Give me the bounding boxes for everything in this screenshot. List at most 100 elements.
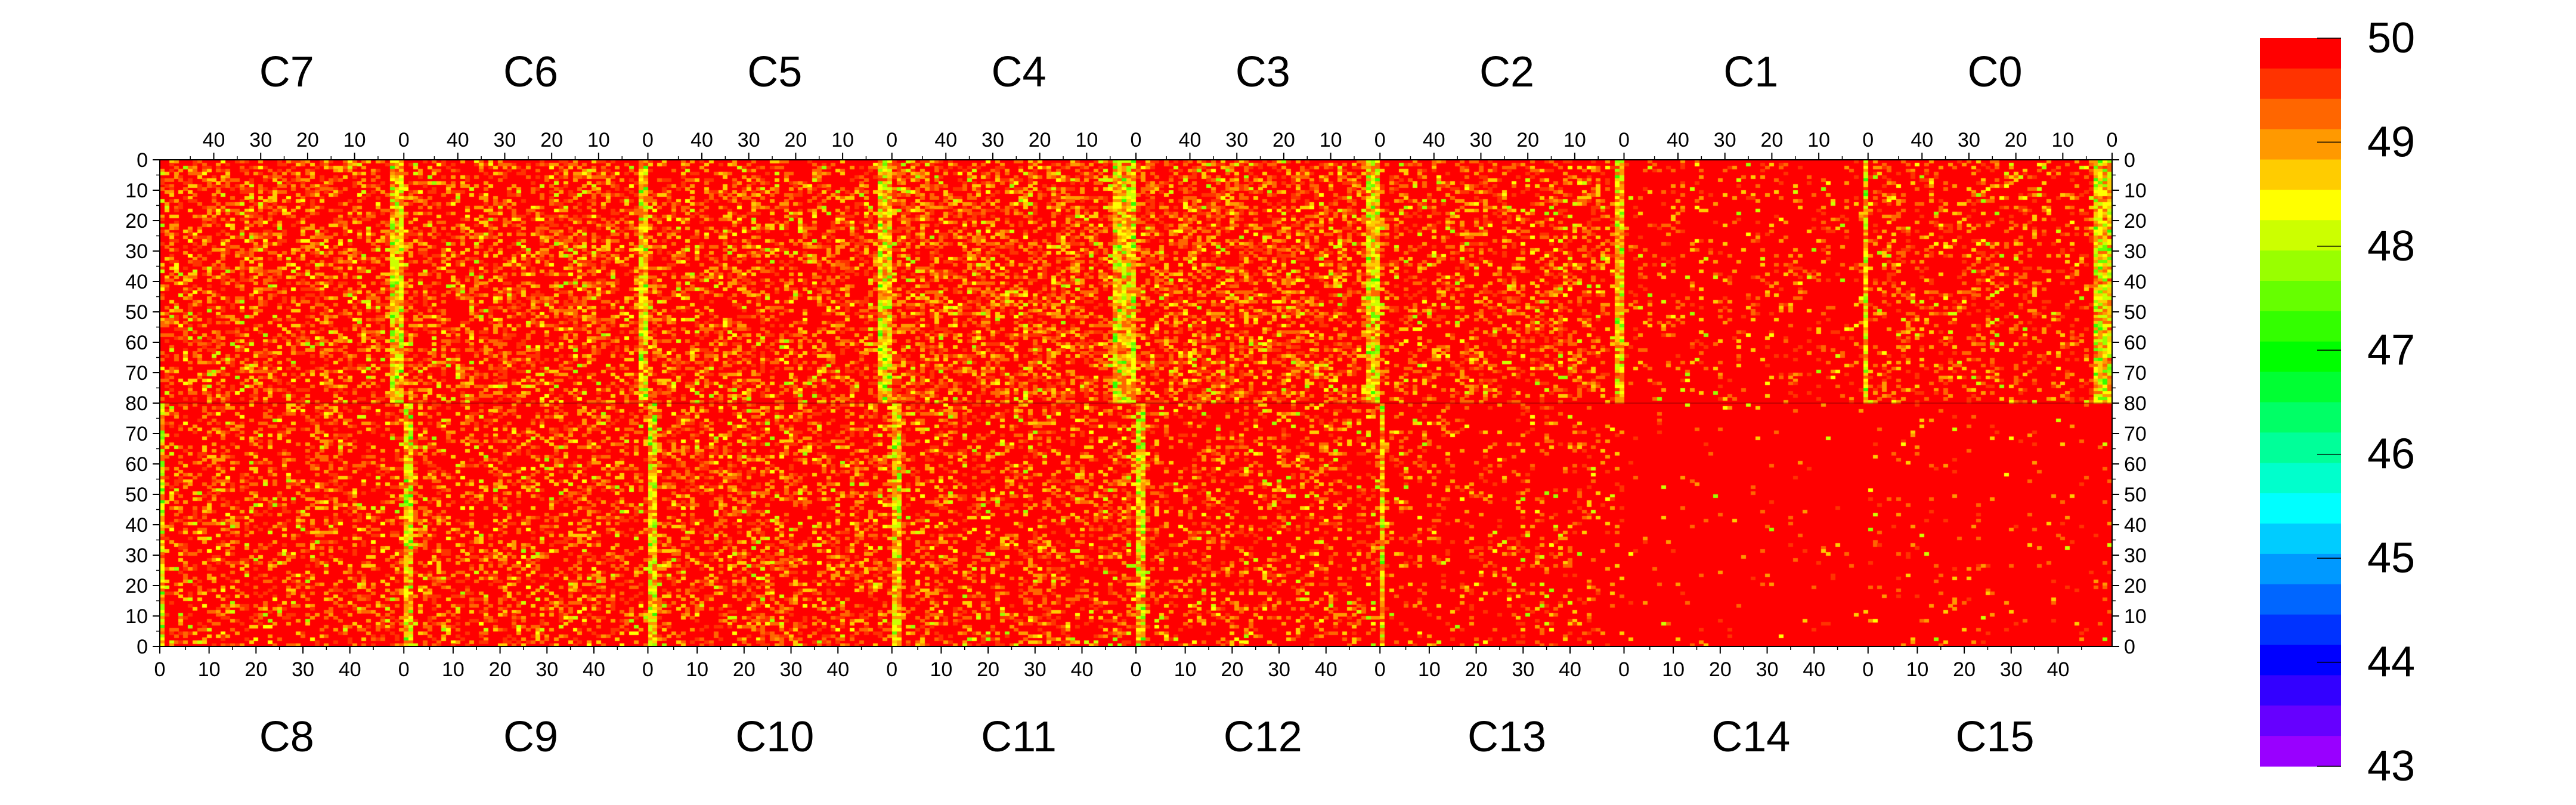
bottom-x-tick-label: 40 [1559, 658, 1581, 681]
left-y-tick-label: 30 [125, 240, 148, 263]
bottom-x-tick-label: 0 [1374, 658, 1386, 681]
left-y-tick-label: 40 [125, 271, 148, 293]
top-x-tick-label: 0 [2107, 129, 2118, 151]
top-x-tick-label: 20 [1760, 129, 1783, 151]
top-x-tick-label: 40 [934, 129, 957, 151]
top-x-tick-label: 10 [1320, 129, 1342, 151]
bottom-x-tick-label: 10 [1662, 658, 1685, 681]
left-y-tick-label: 10 [125, 179, 148, 202]
colorbar-segment [2260, 493, 2341, 524]
top-x-tick-label: 0 [1862, 129, 1874, 151]
right-y-tick-label: 0 [2124, 149, 2135, 172]
axis-ticks: 40 30 20 10 0 40 30 20 10 0 40 30 20 10 0 40 30 20 10 0 40 30… [125, 129, 2147, 681]
right-y-tick-label: 30 [2124, 240, 2147, 263]
right-y-tick-label: 70 [2124, 362, 2147, 385]
bottom-x-tick-label: 20 [977, 658, 999, 681]
bottom-x-tick-label: 10 [1418, 658, 1441, 681]
bottom-x-tick-label: 30 [1024, 658, 1046, 681]
bottom-x-tick-label: 20 [733, 658, 756, 681]
colorbar-segment [2260, 159, 2341, 190]
chip-label-top: C7 [259, 48, 314, 96]
right-y-tick-label: 50 [2124, 484, 2147, 506]
right-y-tick-label: 10 [2124, 605, 2147, 628]
top-x-tick-label: 40 [1423, 129, 1445, 151]
top-x-tick-label: 20 [1516, 129, 1539, 151]
colorbar-tick-label: 46 [2367, 431, 2415, 478]
chip-label-top: C4 [992, 48, 1046, 96]
right-y-tick-label: 70 [2124, 423, 2147, 445]
top-x-tick-label: 40 [1667, 129, 1689, 151]
bottom-x-tick-label: 30 [292, 658, 314, 681]
bottom-x-tick-label: 20 [489, 658, 512, 681]
top-x-tick-label: 30 [1714, 129, 1736, 151]
chip-label-bottom: C8 [259, 713, 314, 761]
right-y-tick-label: 40 [2124, 514, 2147, 537]
bottom-x-tick-label: 20 [1221, 658, 1243, 681]
colorbar-segment [2260, 402, 2341, 433]
bottom-x-tick-label: 20 [1953, 658, 1976, 681]
colorbar-segment [2260, 281, 2341, 312]
colorbar-segment [2260, 432, 2341, 463]
colorbar-tick-label: 44 [2367, 639, 2415, 686]
top-x-tick-label: 0 [1374, 129, 1386, 151]
chip-label-top: C5 [747, 48, 802, 96]
colorbar-segment [2260, 250, 2341, 281]
colorbar-segment [2260, 463, 2341, 494]
top-x-tick-label: 0 [1618, 129, 1630, 151]
top-x-tick-label: 20 [784, 129, 807, 151]
colorbar-segment [2260, 371, 2341, 403]
top-x-tick-label: 20 [1272, 129, 1295, 151]
colorbar-segment [2260, 68, 2341, 100]
chip-label-top: C0 [1968, 48, 2023, 96]
right-y-tick-label: 10 [2124, 179, 2147, 202]
top-x-tick-label: 10 [1075, 129, 1098, 151]
bottom-x-tick-label: 10 [930, 658, 952, 681]
top-x-tick-label: 30 [249, 129, 272, 151]
top-x-tick-label: 10 [587, 129, 610, 151]
chip-label-bottom: C9 [503, 713, 558, 761]
left-y-tick-label: 70 [125, 362, 148, 385]
top-x-tick-label: 0 [642, 129, 654, 151]
left-y-tick-label: 30 [125, 544, 148, 567]
chip-label-top: C3 [1236, 48, 1290, 96]
left-y-tick-label: 60 [125, 332, 148, 354]
right-y-tick-label: 60 [2124, 453, 2147, 476]
bottom-x-tick-label: 0 [1618, 658, 1630, 681]
bottom-x-tick-label: 10 [442, 658, 465, 681]
colorbar-tick-label: 49 [2367, 118, 2415, 166]
colorbar: 50 49 48 47 46 45 44 43 [2260, 14, 2415, 790]
colorbar-segment [2260, 98, 2341, 130]
left-y-tick-label: 70 [125, 423, 148, 445]
colorbar-tick-label: 47 [2367, 326, 2415, 374]
right-y-tick-label: 20 [2124, 575, 2147, 597]
bottom-x-tick-label: 10 [1906, 658, 1928, 681]
bottom-x-tick-label: 40 [1803, 658, 1825, 681]
bottom-x-tick-label: 0 [1862, 658, 1874, 681]
top-x-tick-label: 30 [1470, 129, 1493, 151]
top-x-tick-label: 10 [1563, 129, 1586, 151]
bottom-x-tick-label: 30 [1268, 658, 1290, 681]
chip-label-bottom: C10 [735, 713, 814, 761]
chip-label-bottom: C12 [1224, 713, 1302, 761]
top-x-tick-label: 30 [1958, 129, 1980, 151]
chip-labels: C7 C6 C5 C4 C3 C2 C1 C0 C8 C9 C10 C11 C12 C13 C14 C15 [259, 48, 2035, 761]
chip-label-top: C1 [1723, 48, 1778, 96]
left-y-tick-label: 50 [125, 301, 148, 324]
bottom-x-tick-label: 0 [886, 658, 897, 681]
bottom-x-tick-label: 30 [780, 658, 803, 681]
bottom-x-tick-label: 20 [244, 658, 267, 681]
top-x-tick-label: 20 [540, 129, 563, 151]
top-x-tick-label: 0 [886, 129, 897, 151]
bottom-x-tick-label: 40 [2047, 658, 2070, 681]
bottom-x-tick-label: 0 [1131, 658, 1142, 681]
top-x-tick-label: 40 [1911, 129, 1933, 151]
bottom-x-tick-label: 30 [2000, 658, 2023, 681]
left-y-tick-label: 50 [125, 484, 148, 506]
colorbar-segment [2260, 311, 2341, 342]
colorbar-segment [2260, 675, 2341, 706]
top-x-tick-label: 0 [398, 129, 410, 151]
colorbar-segment [2260, 614, 2341, 646]
colorbar-segment [2260, 584, 2341, 615]
top-x-tick-label: 30 [1225, 129, 1248, 151]
left-y-tick-label: 60 [125, 453, 148, 476]
